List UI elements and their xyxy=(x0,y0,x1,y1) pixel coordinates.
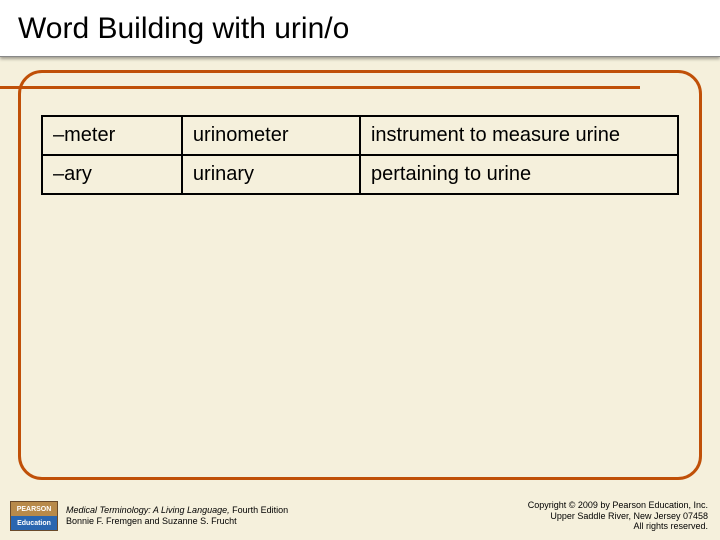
slide-title: Word Building with urin/o xyxy=(0,0,720,57)
publisher-logo-bottom: Education xyxy=(11,516,57,530)
table-row: –ary urinary pertaining to urine xyxy=(42,155,678,194)
content-panel: –meter urinometer instrument to measure … xyxy=(18,70,702,480)
copyright-line: All rights reserved. xyxy=(528,521,708,532)
book-authors: Bonnie F. Fremgen and Suzanne S. Frucht xyxy=(66,516,288,527)
copyright-line: Copyright © 2009 by Pearson Education, I… xyxy=(528,500,708,511)
table-row: –meter urinometer instrument to measure … xyxy=(42,116,678,155)
cell-suffix: –meter xyxy=(42,116,182,155)
cell-suffix: –ary xyxy=(42,155,182,194)
book-title: Medical Terminology: A Living Language, xyxy=(66,505,230,515)
accent-rule xyxy=(0,86,640,89)
publisher-logo: PEARSON Education xyxy=(10,501,58,531)
word-building-table: –meter urinometer instrument to measure … xyxy=(41,115,679,195)
copyright-block: Copyright © 2009 by Pearson Education, I… xyxy=(528,500,708,532)
cell-definition: instrument to measure urine xyxy=(360,116,678,155)
footer: PEARSON Education Medical Terminology: A… xyxy=(0,492,720,540)
cell-term: urinary xyxy=(182,155,360,194)
footer-left: PEARSON Education Medical Terminology: A… xyxy=(10,501,288,531)
book-reference: Medical Terminology: A Living Language, … xyxy=(66,505,288,527)
publisher-logo-top: PEARSON xyxy=(11,502,57,516)
book-edition: Fourth Edition xyxy=(230,505,289,515)
cell-term: urinometer xyxy=(182,116,360,155)
cell-definition: pertaining to urine xyxy=(360,155,678,194)
copyright-line: Upper Saddle River, New Jersey 07458 xyxy=(528,511,708,522)
